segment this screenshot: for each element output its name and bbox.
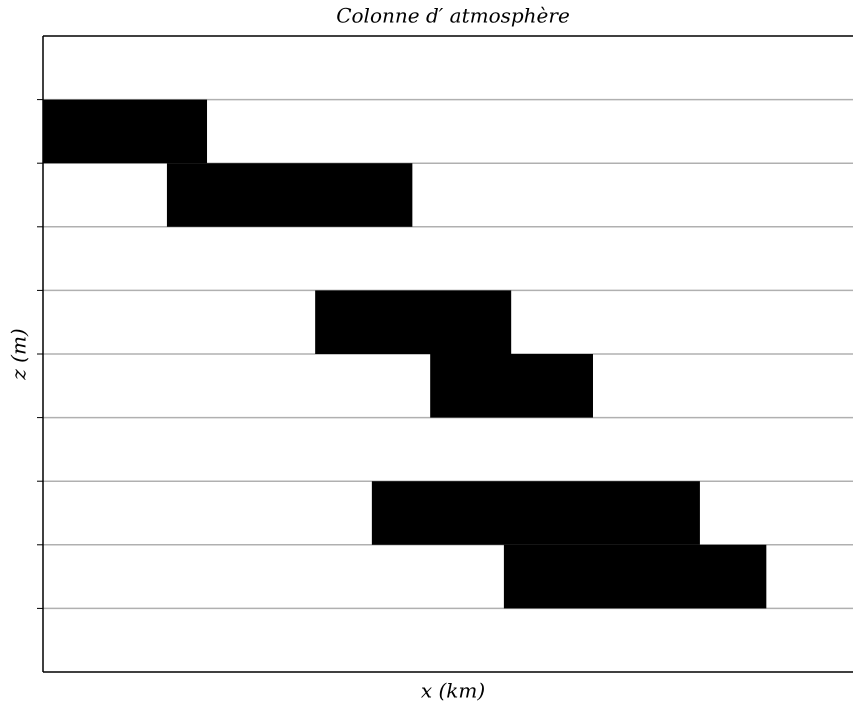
cloud-cell: [503, 544, 767, 609]
chart-title: Colonne d′ atmosphère: [336, 4, 570, 28]
cloud-cell: [43, 99, 208, 164]
x-axis-label: x (km): [421, 679, 485, 703]
y-axis-label: z (m): [7, 328, 31, 380]
cloud-cell: [430, 354, 593, 418]
cloud-cell: [315, 290, 512, 354]
cloud-cell: [371, 481, 700, 545]
cloud-cell: [166, 163, 413, 227]
